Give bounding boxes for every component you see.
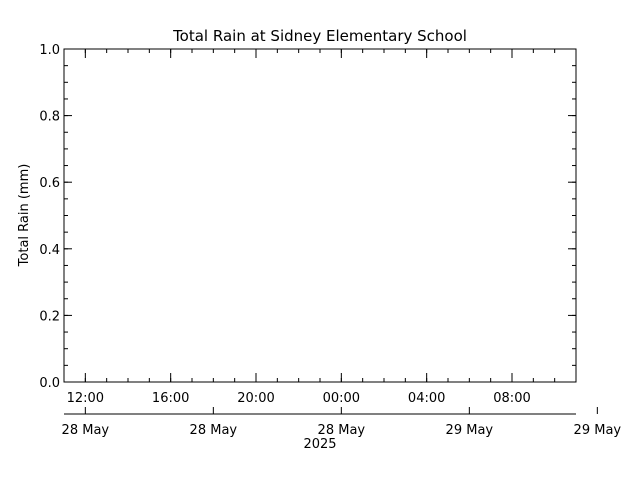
x-tick-label: 20:00 (237, 391, 274, 406)
y-axis-label: Total Rain (mm) (17, 164, 32, 268)
x-tick-label: 08:00 (493, 391, 530, 406)
x-axis-ticks: 12:00 16:00 20:00 00:00 04:00 08:00 (63, 49, 577, 406)
date-axis-ticks: 28 May 28 May 28 May 29 May 29 May (62, 407, 622, 438)
date-tick-label: 28 May (318, 423, 366, 438)
x-tick-label: 12:00 (67, 391, 104, 406)
date-tick-label: 29 May (446, 423, 494, 438)
y-tick-label: 0.2 (39, 309, 60, 324)
x-tick-label: 16:00 (152, 391, 189, 406)
chart-title: Total Rain at Sidney Elementary School (172, 27, 467, 45)
y-axis-ticks: 0.0 0.2 0.4 0.6 0.8 1.0 (39, 43, 576, 391)
year-label: 2025 (303, 437, 336, 452)
y-tick-label: 0.4 (39, 243, 60, 258)
date-tick-label: 28 May (190, 423, 238, 438)
date-tick-label: 28 May (62, 423, 110, 438)
y-tick-label: 1.0 (39, 43, 60, 58)
x-tick-label: 04:00 (408, 391, 445, 406)
y-tick-label: 0.6 (39, 176, 60, 191)
date-tick-label: 29 May (574, 423, 622, 438)
y-tick-label: 0.0 (39, 376, 60, 391)
y-tick-label: 0.8 (39, 110, 60, 125)
x-tick-label: 00:00 (323, 391, 360, 406)
plot-frame (63, 48, 577, 383)
